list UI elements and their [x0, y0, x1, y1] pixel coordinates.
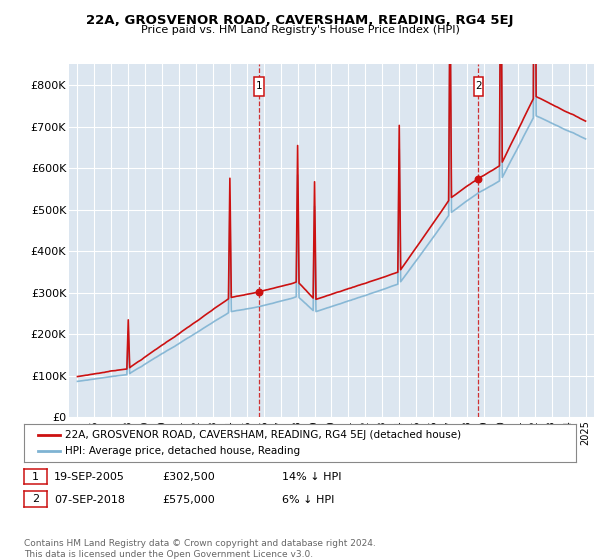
Point — [254, 287, 264, 296]
Text: 19-SEP-2005: 19-SEP-2005 — [54, 472, 125, 482]
Text: 1: 1 — [32, 472, 39, 482]
Text: 22A, GROSVENOR ROAD, CAVERSHAM, READING, RG4 5EJ: 22A, GROSVENOR ROAD, CAVERSHAM, READING,… — [86, 14, 514, 27]
Text: 1: 1 — [256, 81, 262, 91]
Point — [473, 174, 483, 183]
Text: 07-SEP-2018: 07-SEP-2018 — [54, 494, 125, 505]
Text: £575,000: £575,000 — [162, 494, 215, 505]
FancyBboxPatch shape — [474, 77, 483, 96]
Text: HPI: Average price, detached house, Reading: HPI: Average price, detached house, Read… — [65, 446, 301, 456]
FancyBboxPatch shape — [254, 77, 263, 96]
Text: 2: 2 — [32, 494, 39, 504]
Text: 6% ↓ HPI: 6% ↓ HPI — [282, 494, 334, 505]
Text: 2: 2 — [475, 81, 482, 91]
Text: 14% ↓ HPI: 14% ↓ HPI — [282, 472, 341, 482]
Text: Contains HM Land Registry data © Crown copyright and database right 2024.
This d: Contains HM Land Registry data © Crown c… — [24, 539, 376, 559]
Text: £302,500: £302,500 — [162, 472, 215, 482]
Text: Price paid vs. HM Land Registry's House Price Index (HPI): Price paid vs. HM Land Registry's House … — [140, 25, 460, 35]
Text: 22A, GROSVENOR ROAD, CAVERSHAM, READING, RG4 5EJ (detached house): 22A, GROSVENOR ROAD, CAVERSHAM, READING,… — [65, 430, 461, 440]
